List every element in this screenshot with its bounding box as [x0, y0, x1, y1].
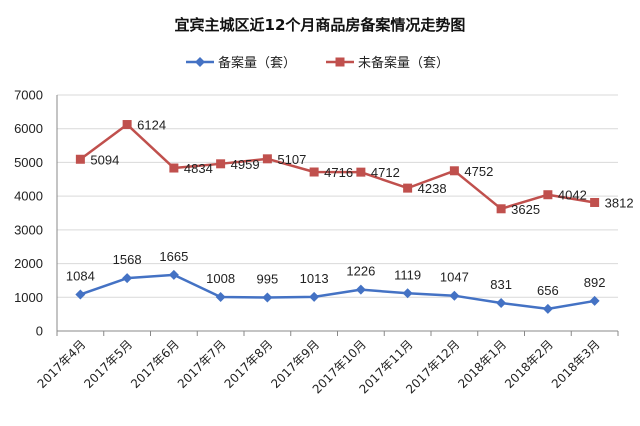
x-tick-label: 2018年3月 [549, 337, 603, 391]
data-point [356, 167, 366, 177]
data-label: 4752 [464, 164, 493, 179]
data-point [402, 288, 413, 299]
data-label: 3625 [511, 202, 540, 217]
legend-marker [195, 57, 205, 67]
y-tick-label: 4000 [14, 189, 43, 204]
data-label: 4716 [324, 165, 353, 180]
data-point [75, 154, 85, 164]
data-point [590, 197, 600, 207]
series-line [79, 273, 595, 311]
y-tick-label: 5000 [14, 155, 43, 170]
series-layer: 1084 1568 1665 1008 995 1013 1226 1119 1047 831 65… [66, 118, 634, 314]
y-tick-label: 3000 [14, 222, 43, 237]
data-label: 892 [584, 275, 606, 290]
data-label: 5107 [277, 152, 306, 167]
data-point [122, 120, 132, 130]
data-point [75, 289, 86, 300]
data-point [403, 183, 413, 193]
x-tick-label: 2018年2月 [502, 337, 556, 391]
legend-label: 未备案量（套） [358, 55, 449, 71]
x-tick-label: 2017年5月 [81, 337, 135, 391]
data-point [216, 159, 226, 169]
legend-marker [335, 57, 345, 67]
x-tick-label: 2017年8月 [222, 337, 276, 391]
chart-title: 宜宾主城区近12个月商品房备案情况走势图 [175, 16, 466, 34]
data-point [122, 273, 133, 284]
data-point [542, 303, 553, 314]
series-line [79, 123, 595, 211]
data-point [169, 163, 179, 173]
data-point [309, 167, 319, 177]
data-label: 831 [490, 277, 512, 292]
data-point [215, 292, 226, 303]
legend-item: 未备案量（套） [326, 55, 449, 71]
data-point [589, 295, 600, 306]
data-label: 1047 [440, 270, 469, 285]
data-label: 4959 [231, 157, 260, 172]
data-label: 1665 [159, 249, 188, 264]
series-unfiled: 5094 6124 4834 4959 5107 4716 4712 4238 4752 3625… [75, 118, 634, 217]
data-label: 1119 [394, 267, 421, 282]
data-point [496, 297, 507, 308]
data-label: 1226 [346, 264, 375, 279]
data-label: 1568 [113, 252, 142, 267]
legend: 备案量（套） 未备案量（套） [186, 55, 449, 71]
data-label: 5094 [90, 152, 119, 167]
data-point [449, 290, 460, 301]
y-axis: 0 1000 2000 3000 4000 5000 6000 7000 [14, 88, 58, 339]
legend-label: 备案量（套） [218, 55, 296, 71]
x-tick-label: 2017年7月 [175, 337, 229, 391]
data-label: 656 [537, 283, 559, 298]
data-label: 4712 [371, 165, 400, 180]
y-tick-label: 1000 [14, 290, 43, 305]
data-point [309, 291, 320, 302]
x-axis: 2017年4月2017年5月2017年6月2017年7月2017年8月2017年… [35, 330, 619, 396]
data-label: 4042 [558, 188, 587, 203]
data-label: 4238 [418, 181, 447, 196]
data-label: 1013 [300, 271, 329, 286]
data-point [496, 204, 506, 214]
x-tick-label: 2017年6月 [128, 337, 182, 391]
data-label: 1008 [206, 271, 235, 286]
data-point [262, 154, 272, 164]
data-label: 3812 [605, 195, 634, 210]
data-label: 995 [257, 271, 279, 286]
y-tick-label: 6000 [14, 121, 43, 136]
data-point [168, 269, 179, 280]
y-tick-label: 0 [36, 324, 43, 339]
data-point [262, 292, 273, 303]
data-label: 1084 [66, 268, 95, 283]
x-tick-label: 2017年4月 [35, 337, 89, 391]
data-label: 6124 [137, 118, 166, 133]
data-label: 4834 [184, 161, 213, 176]
y-tick-label: 2000 [14, 256, 43, 271]
data-point [543, 190, 553, 200]
series-filed: 1084 1568 1665 1008 995 1013 1226 1119 1047 831 65… [66, 249, 606, 314]
data-point [449, 166, 459, 176]
y-tick-label: 7000 [14, 88, 43, 103]
data-point [355, 284, 366, 295]
x-tick-label: 2018年1月 [455, 337, 509, 391]
legend-item: 备案量（套） [186, 55, 296, 71]
